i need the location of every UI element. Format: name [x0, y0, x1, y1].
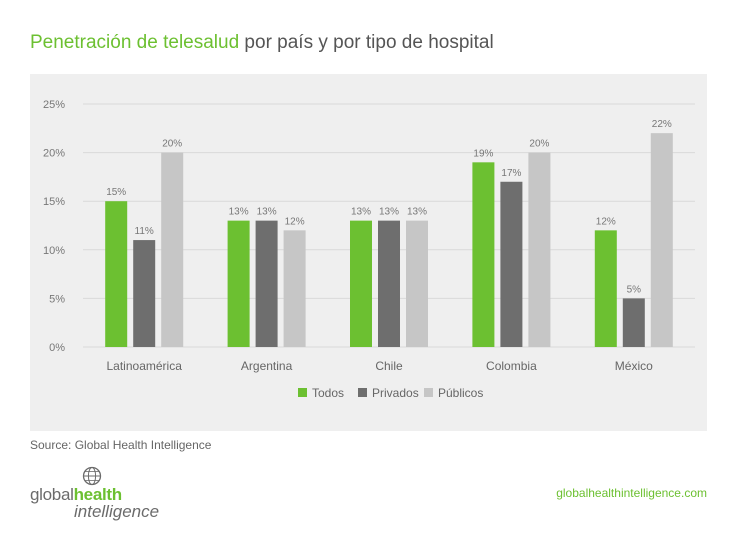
bar-chart: 0% 5% 10% 15% 20% 25% 15% 11% 20% Latinoamérica 13…	[43, 99, 695, 400]
data-label: 11%	[135, 226, 154, 237]
company-logo: globalhealth intelligence	[30, 466, 200, 526]
chart-title-rest: por país y por tipo de hospital	[239, 32, 494, 53]
data-label: 20%	[529, 139, 549, 150]
logo-health: health	[73, 485, 123, 504]
logo-global: global	[30, 485, 74, 504]
bar	[622, 298, 645, 347]
bar	[283, 230, 306, 347]
bar	[350, 220, 372, 347]
data-label: 22%	[652, 119, 672, 130]
x-tick-label: México	[615, 359, 653, 373]
source-note: Source: Global Health Intelligence	[30, 438, 212, 452]
globe-icon	[82, 466, 102, 486]
bar	[133, 240, 156, 347]
x-tick-label: Chile	[375, 359, 403, 373]
y-tick-label: 20%	[43, 148, 65, 160]
data-label: 19%	[473, 148, 493, 159]
bar	[472, 162, 495, 347]
data-label: 5%	[627, 284, 642, 295]
data-label: 20%	[162, 139, 182, 150]
logo-intelligence: intelligence	[74, 502, 160, 521]
chart-title-highlight: Penetración de telesalud	[30, 32, 240, 53]
y-tick-label: 5%	[49, 293, 65, 305]
x-tick-label: Colombia	[486, 359, 537, 373]
data-label: 13%	[229, 207, 249, 218]
chart-title: Penetración de telesalud por país y por …	[30, 32, 494, 54]
legend-label: Privados	[372, 386, 419, 400]
data-label: 15%	[106, 187, 126, 198]
x-tick-label: Argentina	[241, 359, 293, 373]
data-label: 13%	[351, 207, 371, 218]
data-label: 13%	[257, 207, 277, 218]
y-tick-label: 10%	[43, 245, 65, 257]
chart-panel: 0% 5% 10% 15% 20% 25% 15% 11% 20% Latinoamérica 13…	[30, 74, 707, 431]
bar	[255, 220, 278, 347]
bar	[528, 152, 551, 347]
y-tick-label: 25%	[43, 99, 65, 111]
legend-swatch	[424, 388, 433, 397]
y-tick-label: 15%	[43, 196, 65, 208]
bar	[594, 230, 617, 347]
bar	[650, 133, 673, 347]
bar	[105, 201, 128, 347]
data-label: 12%	[285, 216, 305, 227]
website-link[interactable]: globalhealthintelligence.com	[556, 486, 707, 500]
legend-label: Públicos	[438, 386, 483, 400]
y-tick-label: 0%	[49, 342, 65, 354]
bar	[406, 220, 428, 347]
bar	[378, 220, 400, 347]
data-label: 13%	[379, 207, 399, 218]
legend-label: Todos	[312, 386, 344, 400]
data-label: 12%	[596, 216, 616, 227]
bar	[500, 181, 523, 347]
legend-swatch	[298, 388, 307, 397]
bar	[161, 152, 184, 347]
bar	[227, 220, 250, 347]
legend-swatch	[358, 388, 367, 397]
data-label: 13%	[407, 207, 427, 218]
logo-wordmark-line1: globalhealth	[30, 485, 122, 505]
x-tick-label: Latinoamérica	[107, 359, 183, 373]
data-label: 17%	[501, 168, 521, 179]
